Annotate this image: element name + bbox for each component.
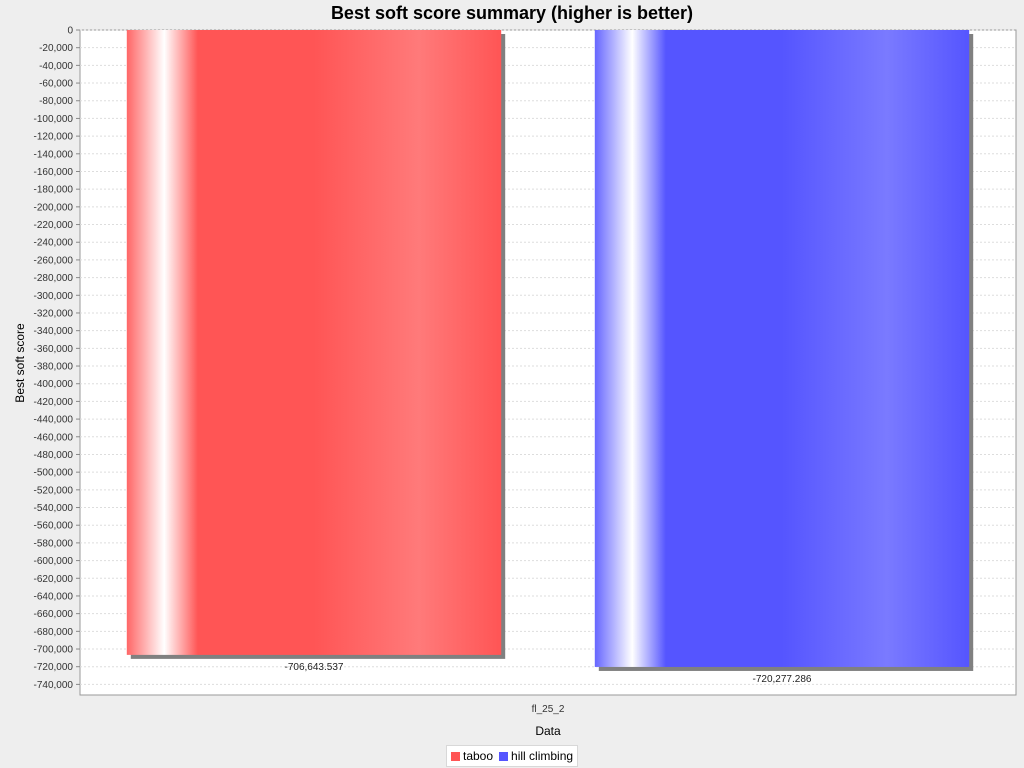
y-tick-label: -660,000	[34, 609, 74, 620]
legend: taboo hill climbing	[446, 745, 579, 767]
y-tick-label: -420,000	[34, 397, 74, 408]
y-tick-label: -720,000	[34, 662, 74, 673]
y-tick-label: -640,000	[34, 591, 74, 602]
y-tick-label: -480,000	[34, 450, 74, 461]
y-tick-label: -380,000	[34, 362, 74, 373]
y-tick-label: -60,000	[39, 79, 73, 90]
data-labels: -706,643.537 -720,277.286	[285, 662, 812, 685]
bar-hill-climbing	[594, 30, 970, 667]
bars	[126, 30, 974, 671]
y-tick-label: -280,000	[34, 273, 74, 284]
y-tick-label: -580,000	[34, 538, 74, 549]
y-tick-label: 0	[67, 26, 73, 37]
y-tick-label: -400,000	[34, 379, 74, 390]
y-tick-label: -540,000	[34, 503, 74, 514]
y-tick-label: -520,000	[34, 485, 74, 496]
x-category-label: fl_25_2	[532, 704, 565, 715]
data-label-taboo: -706,643.537	[285, 662, 344, 673]
y-tick-label: -320,000	[34, 308, 74, 319]
chart-title: Best soft score summary (higher is bette…	[330, 3, 694, 23]
y-tick-label: -260,000	[34, 255, 74, 266]
bar-taboo	[126, 30, 502, 655]
y-tick-label: -220,000	[34, 220, 74, 231]
y-tick-label: -620,000	[34, 574, 74, 585]
y-tick-label: -160,000	[34, 167, 74, 178]
y-tick-label: -700,000	[34, 645, 74, 656]
y-tick-label: -440,000	[34, 415, 74, 426]
y-tick-label: -20,000	[39, 43, 73, 54]
y-tick-label: -100,000	[34, 114, 74, 125]
y-tick-label: -460,000	[34, 432, 74, 443]
y-tick-label: -340,000	[34, 326, 74, 337]
y-tick-label: -180,000	[34, 185, 74, 196]
y-tick-label: -120,000	[34, 132, 74, 143]
y-tick-label: -680,000	[34, 627, 74, 638]
y-tick-label: -240,000	[34, 238, 74, 249]
y-tick-label: -740,000	[34, 680, 74, 691]
y-tick-label: -560,000	[34, 521, 74, 532]
legend-swatch-hill-climbing	[499, 751, 509, 761]
y-axis-ticks: 0 -20,000 -40,000 -60,000 -80,000 -100,000 -12…	[34, 26, 80, 691]
legend-label-taboo: taboo	[463, 749, 494, 763]
y-tick-label: -600,000	[34, 556, 74, 567]
legend-item-hill-climbing: hill climbing	[499, 749, 573, 763]
y-tick-label: -300,000	[34, 291, 74, 302]
y-tick-label: -40,000	[39, 61, 73, 72]
y-axis-label: Best soft score	[13, 323, 27, 403]
data-label-hill-climbing: -720,277.286	[753, 674, 812, 685]
y-tick-label: -360,000	[34, 344, 74, 355]
legend-label-hill-climbing: hill climbing	[511, 749, 574, 763]
legend-item-taboo: taboo	[451, 749, 493, 763]
legend-swatch-taboo	[451, 751, 460, 761]
y-tick-label: -80,000	[39, 96, 73, 107]
y-tick-label: -200,000	[34, 202, 74, 213]
y-tick-label: -140,000	[34, 149, 74, 160]
x-axis-label: Data	[535, 724, 561, 738]
y-tick-label: -500,000	[34, 468, 74, 479]
